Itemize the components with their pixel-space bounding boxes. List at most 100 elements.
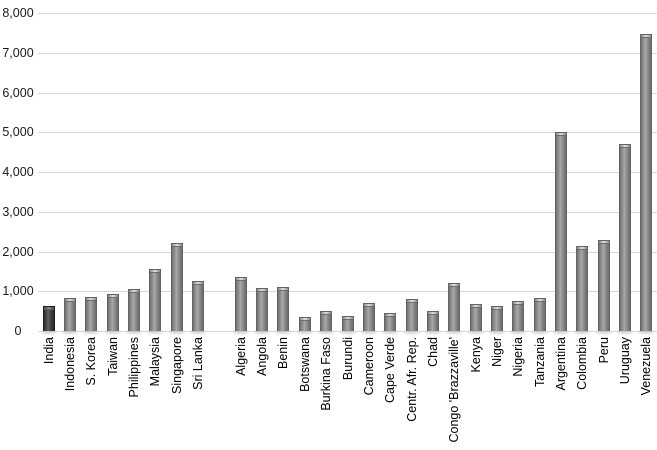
bar-shadow	[532, 331, 548, 334]
x-tick-label-argentina: Argentina	[554, 337, 568, 391]
y-tick-label-0: 0	[14, 324, 22, 338]
x-tick-label-uruguay: Uruguay	[618, 337, 632, 385]
bar-argentina	[555, 132, 567, 331]
bar-shadow	[468, 331, 484, 334]
bar-algeria	[235, 277, 247, 331]
bar-colombia	[576, 246, 588, 331]
bar-shadow	[340, 331, 356, 334]
bar-shadow	[41, 331, 57, 334]
bar-shadow	[147, 331, 163, 334]
bar-shadow	[105, 331, 121, 334]
bar-shadow	[510, 331, 526, 334]
bar-shadow	[596, 331, 612, 334]
x-tick-label-colombia: Colombia	[575, 337, 589, 390]
x-tick-label-cameroon: Cameroon	[362, 337, 376, 396]
bar-kenya	[470, 304, 482, 331]
bar-shadow	[617, 331, 633, 334]
bar-shadow	[425, 331, 441, 334]
x-tick-label-sri-lanka: Sri Lanka	[191, 337, 205, 390]
x-tick-label-india: India	[42, 337, 56, 365]
bar-angola	[256, 288, 268, 331]
bar-shadow	[254, 331, 270, 334]
bar-burundi	[342, 316, 354, 331]
x-tick-label-singapore: Singapore	[170, 337, 184, 394]
x-tick-label-benin: Benin	[276, 337, 290, 369]
x-tick-label-algeria: Algeria	[234, 337, 248, 376]
bar-chad	[427, 311, 439, 331]
gridline-0	[38, 331, 657, 332]
bar-burkina-faso	[320, 311, 332, 331]
bar-shadow	[553, 331, 569, 334]
gridline-8000	[38, 13, 657, 14]
bar-cape-verde	[384, 313, 396, 331]
bar-shadow	[489, 331, 505, 334]
x-tick-label-taiwan: Taiwan	[106, 337, 120, 376]
bar-malaysia	[149, 269, 161, 331]
x-tick-label-congo-brazzaville: Congo 'Brazzaville'	[447, 337, 461, 443]
bar-botswana	[299, 317, 311, 331]
bar-shadow	[404, 331, 420, 334]
y-tick-label-5000: 5,000	[2, 125, 34, 139]
bar-shadow	[275, 331, 291, 334]
x-tick-label-peru: Peru	[597, 337, 611, 364]
bar-shadow	[318, 331, 334, 334]
gridline-5000	[38, 132, 657, 133]
bar-shadow	[83, 331, 99, 334]
gridline-3000	[38, 212, 657, 213]
bar-shadow	[297, 331, 313, 334]
bar-shadow	[169, 331, 185, 334]
x-tick-label-venezuela: Venezuela	[639, 337, 653, 396]
bar-peru	[598, 240, 610, 331]
gridline-4000	[38, 172, 657, 173]
y-tick-label-7000: 7,000	[2, 46, 34, 60]
x-tick-label-botswana: Botswana	[298, 337, 312, 392]
x-tick-label-centr-afr-rep: Centr. Afr. Rep.	[405, 337, 419, 422]
bar-shadow	[361, 331, 377, 334]
x-tick-label-angola: Angola	[255, 337, 269, 376]
x-tick-label-burkina-faso: Burkina Faso	[319, 337, 333, 411]
gridline-7000	[38, 53, 657, 54]
y-tick-label-8000: 8,000	[2, 6, 34, 20]
y-tick-label-2000: 2,000	[2, 245, 34, 259]
bar-nigeria	[512, 301, 524, 331]
bar-taiwan	[107, 294, 119, 331]
x-tick-label-chad: Chad	[426, 337, 440, 367]
bar-shadow	[126, 331, 142, 334]
x-tick-label-burundi: Burundi	[341, 337, 355, 381]
x-tick-label-niger: Niger	[490, 337, 504, 367]
bar-benin	[277, 287, 289, 331]
x-tick-label-malaysia: Malaysia	[148, 337, 162, 387]
gridline-2000	[38, 252, 657, 253]
bar-indonesia	[64, 298, 76, 331]
bar-shadow	[638, 331, 654, 334]
bar-centr-afr-rep	[406, 299, 418, 331]
x-tick-label-philippines: Philippines	[127, 337, 141, 398]
x-tick-label-tanzania: Tanzania	[533, 337, 547, 388]
bar-cameroon	[363, 303, 375, 331]
bar-shadow	[190, 331, 206, 334]
x-tick-label-kenya: Kenya	[469, 337, 483, 373]
bar-philippines	[128, 289, 140, 331]
x-tick-label-indonesia: Indonesia	[63, 337, 77, 392]
bar-niger	[491, 306, 503, 331]
x-tick-label-nigeria: Nigeria	[511, 337, 525, 377]
bar-tanzania	[534, 298, 546, 331]
y-tick-label-4000: 4,000	[2, 165, 34, 179]
x-tick-label-cape-verde: Cape Verde	[383, 337, 397, 404]
bar-shadow	[233, 331, 249, 334]
bar-s-korea	[85, 297, 97, 331]
bar-congo-brazzaville	[448, 283, 460, 331]
bar-uruguay	[619, 144, 631, 331]
gridline-1000	[38, 291, 657, 292]
x-tick-label-s-korea: S. Korea	[84, 337, 98, 386]
bar-india	[43, 306, 55, 331]
bar-shadow	[574, 331, 590, 334]
bar-shadow	[62, 331, 78, 334]
bar-sri-lanka	[192, 281, 204, 331]
y-tick-label-3000: 3,000	[2, 205, 34, 219]
y-tick-label-6000: 6,000	[2, 86, 34, 100]
bar-shadow	[382, 331, 398, 334]
y-tick-label-1000: 1,000	[2, 284, 34, 298]
gridline-6000	[38, 93, 657, 94]
